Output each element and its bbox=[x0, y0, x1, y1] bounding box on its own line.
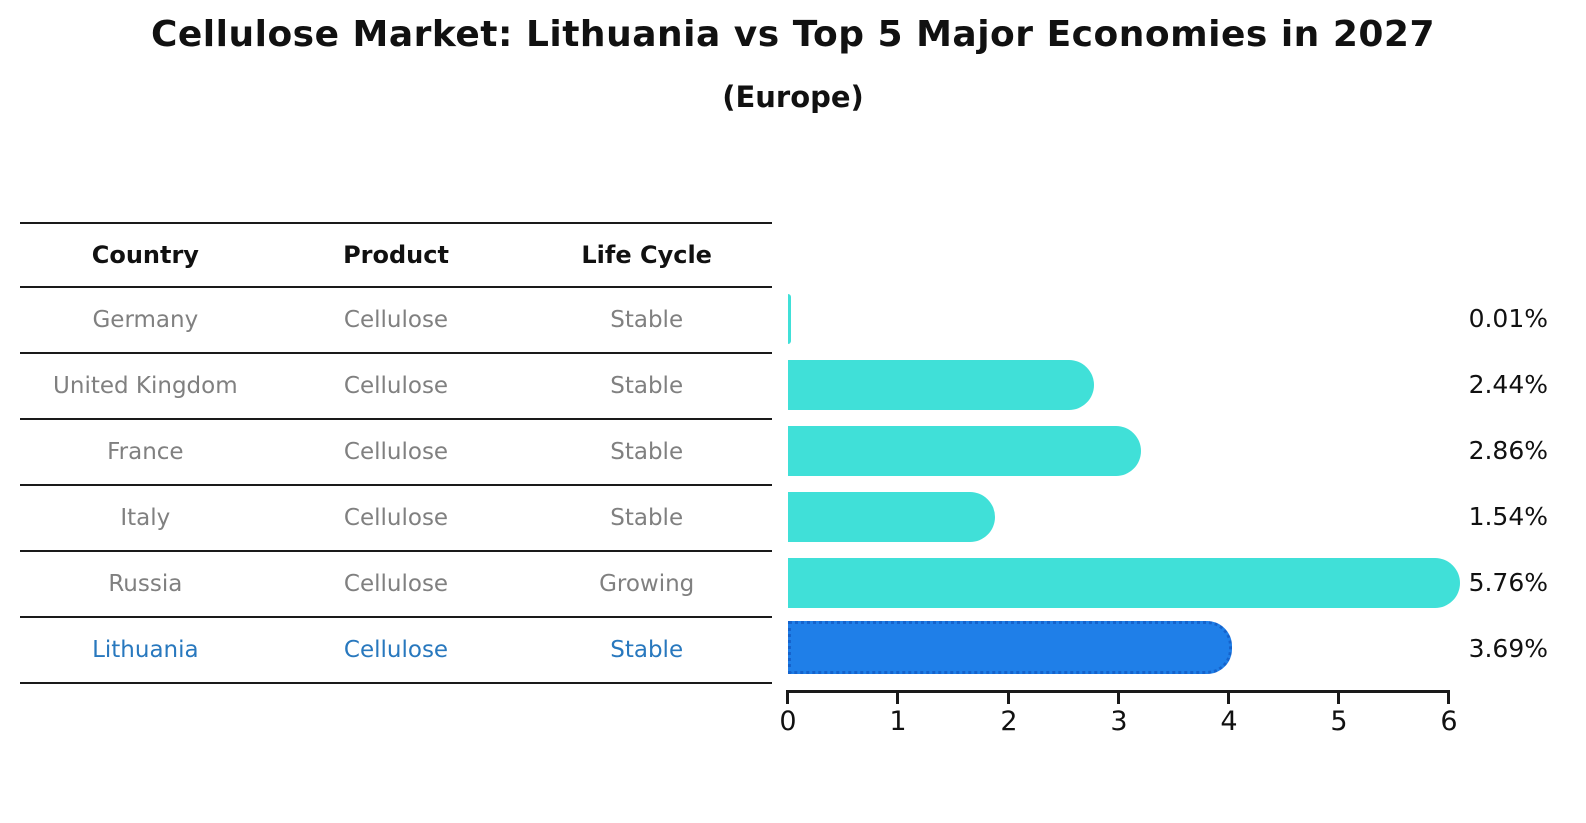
table-header-row: Country Product Life Cycle bbox=[20, 222, 772, 288]
bar-row-russia bbox=[788, 550, 1460, 616]
chart-subtitle: (Europe) bbox=[722, 80, 864, 114]
x-tick-5 bbox=[1337, 693, 1340, 704]
bar-italy bbox=[788, 492, 996, 542]
cell-country: France bbox=[107, 439, 184, 465]
cell-product: Cellulose bbox=[343, 505, 449, 531]
column-header-lifecycle: Life Cycle bbox=[581, 241, 712, 269]
cell-product: Cellulose bbox=[343, 307, 449, 333]
cell-product: Cellulose bbox=[343, 373, 449, 399]
chart-title: Cellulose Market: Lithuania vs Top 5 Maj… bbox=[150, 14, 1436, 55]
x-axis-line bbox=[786, 690, 1450, 693]
x-tick-4 bbox=[1227, 693, 1230, 704]
x-tick-2 bbox=[1007, 693, 1010, 704]
x-tick-3 bbox=[1117, 693, 1120, 704]
value-label-italy: 1.54% bbox=[1468, 502, 1548, 531]
table-row-united-kingdom: United Kingdom Cellulose Stable bbox=[20, 354, 772, 420]
bar-row-italy bbox=[788, 484, 1448, 550]
table-row-france: France Cellulose Stable bbox=[20, 420, 772, 486]
bar-row-lithuania bbox=[788, 616, 1448, 682]
bar-lithuania bbox=[788, 621, 1232, 674]
cell-country: Russia bbox=[108, 571, 183, 597]
column-header-product: Product bbox=[343, 241, 449, 269]
bar-germany bbox=[788, 294, 791, 344]
x-tick-label-1: 1 bbox=[889, 706, 907, 737]
value-label-germany: 0.01% bbox=[1468, 304, 1548, 333]
bar-france bbox=[788, 426, 1141, 476]
column-header-country: Country bbox=[91, 241, 199, 269]
cell-lifecycle: Stable bbox=[610, 439, 684, 465]
cell-country: Lithuania bbox=[92, 637, 199, 663]
table-row-russia: Russia Cellulose Growing bbox=[20, 552, 772, 618]
table-row-germany: Germany Cellulose Stable bbox=[20, 288, 772, 354]
bar-russia bbox=[788, 558, 1460, 608]
x-tick-label-4: 4 bbox=[1220, 706, 1238, 737]
cell-lifecycle: Stable bbox=[610, 373, 684, 399]
x-tick-label-6: 6 bbox=[1440, 706, 1458, 737]
x-tick-label-3: 3 bbox=[1110, 706, 1128, 737]
value-label-united-kingdom: 2.44% bbox=[1468, 370, 1548, 399]
bar-united-kingdom bbox=[788, 360, 1095, 410]
value-label-lithuania: 3.69% bbox=[1468, 634, 1548, 663]
table-row-italy: Italy Cellulose Stable bbox=[20, 486, 772, 552]
cell-country: United Kingdom bbox=[53, 373, 238, 399]
x-tick-1 bbox=[896, 693, 899, 704]
value-label-russia: 5.76% bbox=[1468, 568, 1548, 597]
x-tick-6 bbox=[1447, 693, 1450, 704]
x-tick-0 bbox=[786, 693, 789, 704]
cell-product: Cellulose bbox=[343, 637, 449, 663]
x-tick-label-0: 0 bbox=[779, 706, 797, 737]
bar-row-france bbox=[788, 418, 1448, 484]
country-table: Country Product Life Cycle Germany Cellu… bbox=[20, 222, 772, 684]
cell-lifecycle: Growing bbox=[599, 571, 695, 597]
cell-lifecycle: Stable bbox=[610, 505, 684, 531]
cell-lifecycle: Stable bbox=[610, 307, 684, 333]
cell-product: Cellulose bbox=[343, 571, 449, 597]
x-tick-label-5: 5 bbox=[1330, 706, 1348, 737]
cell-product: Cellulose bbox=[343, 439, 449, 465]
value-label-france: 2.86% bbox=[1468, 436, 1548, 465]
cell-country: Germany bbox=[92, 307, 199, 333]
x-tick-label-2: 2 bbox=[1000, 706, 1018, 737]
bar-row-germany bbox=[788, 286, 1448, 352]
cell-country: Italy bbox=[120, 505, 171, 531]
bar-plot-area bbox=[788, 286, 1460, 682]
bar-row-united-kingdom bbox=[788, 352, 1448, 418]
table-row-lithuania: Lithuania Cellulose Stable bbox=[20, 618, 772, 684]
cell-lifecycle: Stable bbox=[610, 637, 684, 663]
